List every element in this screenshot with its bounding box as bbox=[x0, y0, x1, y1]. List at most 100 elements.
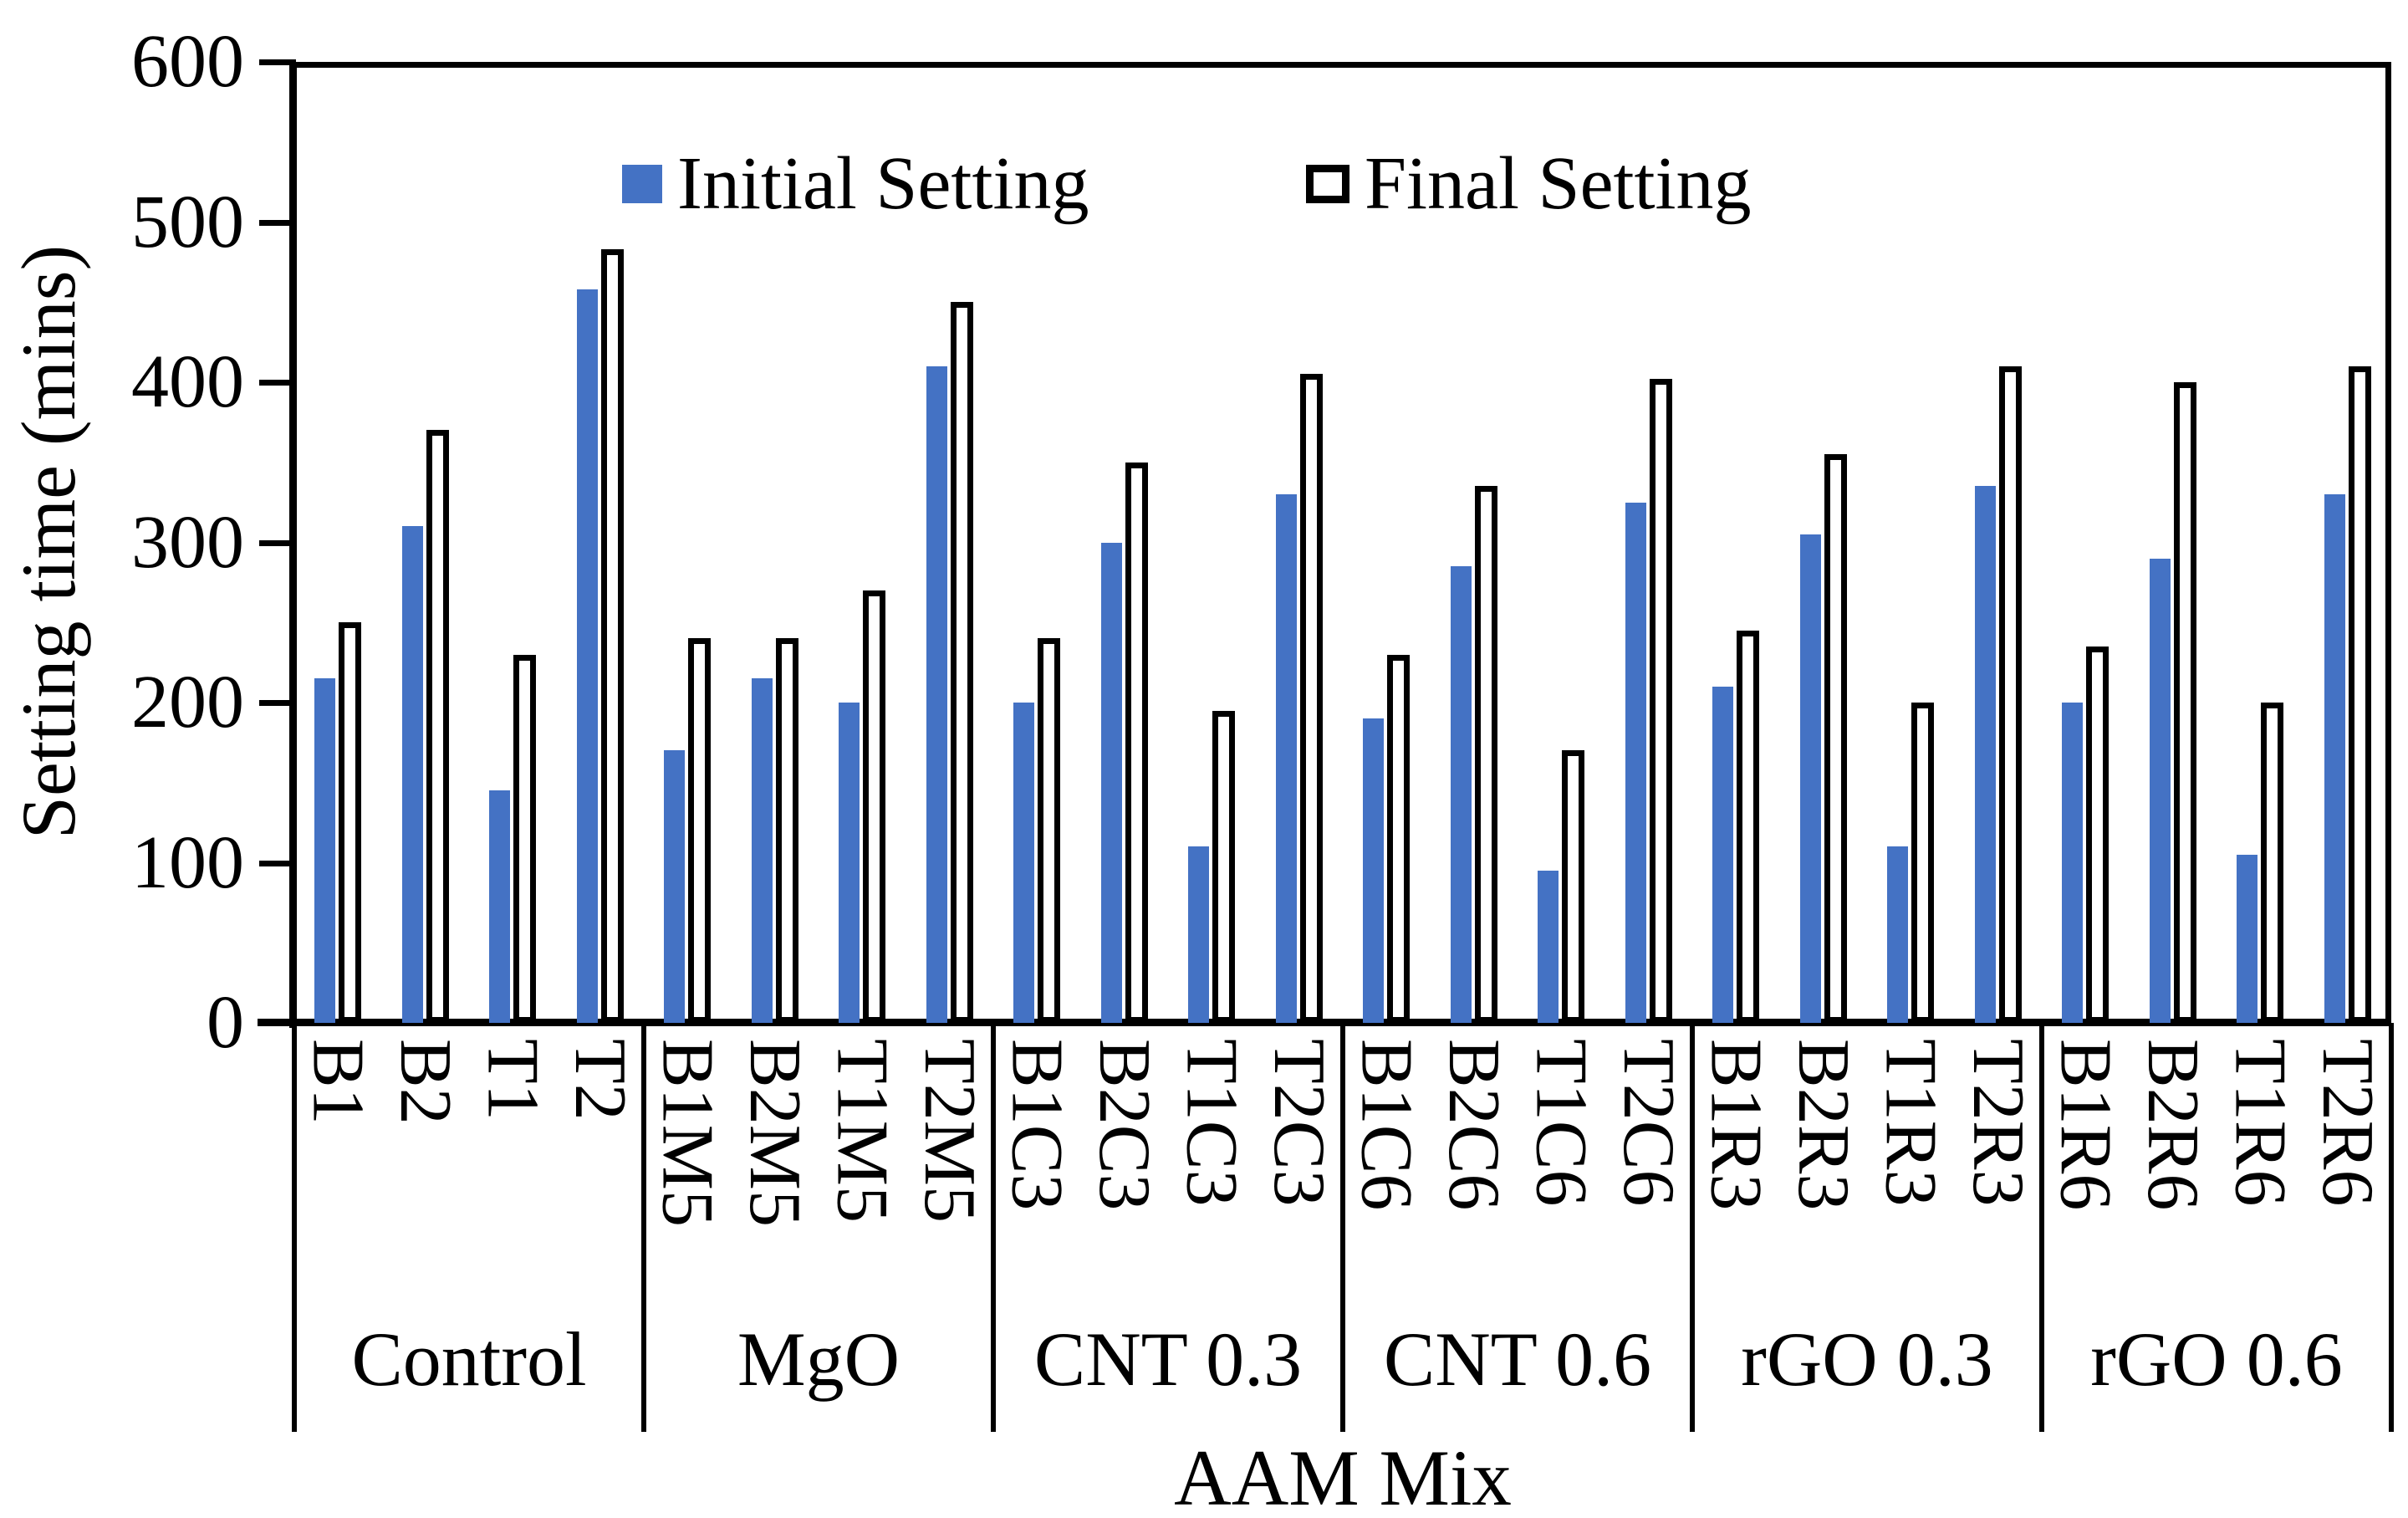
category-label-B1M5: B1M5 bbox=[646, 1039, 728, 1227]
category-label-B2C6: B2C6 bbox=[1432, 1039, 1514, 1211]
category-label-B2R6: B2R6 bbox=[2131, 1039, 2213, 1211]
category-label-T2C6: T2C6 bbox=[1607, 1039, 1689, 1207]
category-label-B1: B1 bbox=[297, 1039, 379, 1125]
group-separator-line bbox=[1340, 1023, 1345, 1432]
bar-initial-T2M5 bbox=[926, 365, 947, 1023]
group-label-mgo: MgO bbox=[737, 1316, 900, 1402]
bar-initial-B1R6 bbox=[2062, 703, 2084, 1023]
category-label-B2: B2 bbox=[384, 1039, 466, 1125]
bar-initial-B2C6 bbox=[1450, 566, 1472, 1023]
bar-initial-T2C3 bbox=[1275, 494, 1297, 1023]
y-tick-mark bbox=[259, 219, 296, 226]
y-tick-label: 100 bbox=[131, 820, 244, 904]
group-separator-line bbox=[991, 1023, 996, 1432]
bar-final-B1M5 bbox=[688, 638, 712, 1023]
category-label-T2C3: T2C3 bbox=[1258, 1039, 1339, 1207]
bar-final-B1C3 bbox=[1038, 638, 1061, 1023]
bar-initial-T1R3 bbox=[1887, 846, 1909, 1023]
bar-final-T1R6 bbox=[2261, 703, 2284, 1023]
y-tick-mark bbox=[259, 59, 296, 65]
legend-label-initial: Initial Setting bbox=[677, 142, 1089, 225]
bar-initial-B2R3 bbox=[1799, 534, 1821, 1023]
y-tick-label: 300 bbox=[131, 500, 244, 584]
bar-final-T2R6 bbox=[2348, 365, 2371, 1023]
category-label-T2: T2 bbox=[559, 1039, 640, 1121]
category-label-T1R3: T1R3 bbox=[1870, 1039, 1951, 1207]
group-separator-line bbox=[641, 1023, 646, 1432]
x-axis-line bbox=[258, 1019, 2391, 1026]
y-tick-mark bbox=[259, 860, 296, 866]
category-label-B1R6: B1R6 bbox=[2044, 1039, 2126, 1211]
bar-initial-T1R6 bbox=[2237, 854, 2258, 1023]
bar-initial-B2 bbox=[401, 526, 423, 1023]
category-label-B2R3: B2R3 bbox=[1782, 1039, 1864, 1211]
group-label-rgo-0-3: rGO 0.3 bbox=[1741, 1316, 1993, 1402]
category-label-B1C6: B1C6 bbox=[1345, 1039, 1427, 1211]
legend-item-initial-setting: Initial Setting bbox=[622, 141, 1089, 227]
bar-final-B2R3 bbox=[1824, 454, 1847, 1023]
category-label-B1R3: B1R3 bbox=[1695, 1039, 1777, 1211]
category-label-T1M5: T1M5 bbox=[821, 1039, 903, 1223]
category-label-T2R6: T2R6 bbox=[2306, 1039, 2388, 1207]
bar-final-T2 bbox=[600, 249, 624, 1023]
group-separator-line bbox=[1690, 1023, 1695, 1432]
y-tick-label: 600 bbox=[131, 20, 244, 103]
bar-final-T1 bbox=[513, 654, 537, 1023]
bar-initial-T2C6 bbox=[1625, 502, 1646, 1023]
y-tick-label: 0 bbox=[207, 981, 244, 1064]
bar-final-B2M5 bbox=[775, 638, 798, 1023]
bar-initial-B2R6 bbox=[2149, 558, 2171, 1023]
bar-final-T1R3 bbox=[1911, 703, 1935, 1023]
bar-initial-T1C3 bbox=[1188, 846, 1210, 1023]
category-label-T2M5: T2M5 bbox=[908, 1039, 990, 1223]
bar-final-B1R6 bbox=[2086, 646, 2110, 1023]
bar-final-T2C3 bbox=[1299, 374, 1323, 1023]
group-label-control: Control bbox=[351, 1316, 587, 1402]
bar-initial-T1 bbox=[489, 790, 511, 1023]
category-label-T2R3: T2R3 bbox=[1956, 1039, 2038, 1207]
bar-final-T1C3 bbox=[1212, 710, 1236, 1023]
group-separator-line bbox=[292, 1023, 297, 1432]
legend-swatch-initial-icon bbox=[622, 164, 662, 203]
y-tick-mark bbox=[259, 1020, 296, 1026]
plot-area-border bbox=[294, 62, 2391, 1023]
bar-initial-B2C3 bbox=[1100, 542, 1122, 1023]
y-tick-label: 200 bbox=[131, 661, 244, 744]
y-tick-label: 500 bbox=[131, 180, 244, 263]
bar-final-B2C3 bbox=[1125, 462, 1148, 1023]
bar-initial-B2M5 bbox=[751, 678, 773, 1023]
category-label-B1C3: B1C3 bbox=[996, 1039, 1078, 1211]
category-label-T1C6: T1C6 bbox=[1520, 1039, 1602, 1207]
legend-label-final: Final Setting bbox=[1365, 142, 1752, 225]
bar-initial-B1 bbox=[314, 678, 336, 1023]
y-tick-mark bbox=[259, 380, 296, 386]
group-label-cnt-0-3: CNT 0.3 bbox=[1033, 1316, 1303, 1402]
bar-initial-T2R6 bbox=[2324, 494, 2345, 1023]
bar-final-T2R3 bbox=[1998, 365, 2022, 1023]
bar-final-T1M5 bbox=[863, 590, 886, 1023]
bar-initial-B1R3 bbox=[1712, 686, 1734, 1023]
category-label-B2C3: B2C3 bbox=[1083, 1039, 1165, 1211]
category-label-T1R6: T1R6 bbox=[2219, 1039, 2301, 1207]
bar-final-B2C6 bbox=[1474, 486, 1497, 1023]
bar-final-B1C6 bbox=[1387, 654, 1411, 1023]
group-separator-line bbox=[2039, 1023, 2044, 1432]
legend-swatch-final-icon bbox=[1306, 164, 1349, 203]
bar-final-B2R6 bbox=[2173, 382, 2196, 1023]
legend-item-final-setting: Final Setting bbox=[1306, 141, 1752, 227]
bar-initial-B1M5 bbox=[664, 750, 686, 1023]
category-label-B2M5: B2M5 bbox=[733, 1039, 815, 1227]
y-tick-mark bbox=[259, 700, 296, 706]
bar-initial-B1C6 bbox=[1363, 718, 1385, 1023]
bar-initial-T2R3 bbox=[1974, 486, 1996, 1023]
bar-final-T2C6 bbox=[1649, 379, 1672, 1023]
bar-final-T1C6 bbox=[1562, 750, 1585, 1023]
bar-final-B2 bbox=[426, 430, 449, 1023]
bar-initial-T2 bbox=[576, 289, 598, 1023]
group-separator-line bbox=[2389, 1023, 2394, 1432]
bar-initial-T1M5 bbox=[839, 703, 860, 1023]
bar-initial-T1C6 bbox=[1538, 871, 1559, 1023]
category-label-T1C3: T1C3 bbox=[1171, 1039, 1252, 1207]
group-label-cnt-0-6: CNT 0.6 bbox=[1383, 1316, 1652, 1402]
bar-initial-B1C3 bbox=[1013, 703, 1035, 1023]
